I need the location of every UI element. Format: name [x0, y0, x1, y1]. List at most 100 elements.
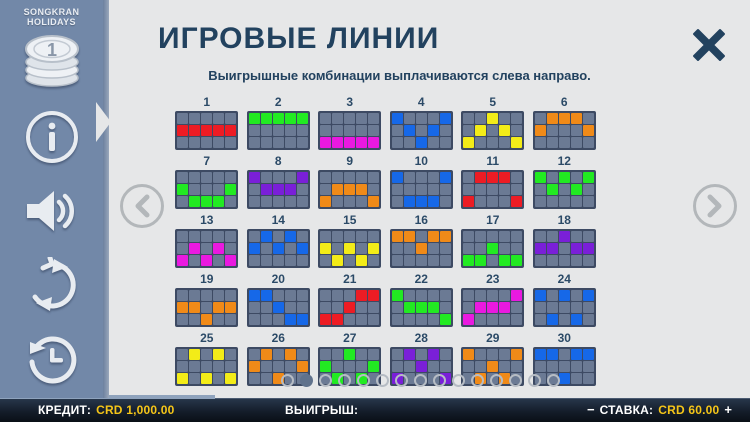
payline-item[interactable]: 20: [243, 273, 315, 327]
payline-item[interactable]: 9: [314, 155, 386, 209]
payline-cell: [344, 196, 356, 207]
payline-cell: [415, 113, 427, 124]
payline-cell: [487, 196, 499, 207]
payline-cell-active: [546, 184, 558, 195]
payline-item[interactable]: 16: [386, 214, 458, 268]
payline-number: 20: [271, 272, 285, 286]
payline-cell: [344, 113, 356, 124]
payline-cell: [546, 196, 558, 207]
payline-cell-active: [546, 349, 558, 360]
payline-cell: [272, 125, 284, 136]
payline-cell: [213, 314, 225, 325]
payline-item[interactable]: 23: [457, 273, 529, 327]
pagination-dot[interactable]: [414, 374, 427, 387]
payline-cell: [225, 243, 237, 254]
payline-cell-active: [570, 184, 582, 195]
pagination-dot[interactable]: [281, 374, 294, 387]
payline-cell-active: [546, 113, 558, 124]
pagination-dot[interactable]: [547, 374, 560, 387]
payline-item[interactable]: 24: [529, 273, 601, 327]
payline-cell: [475, 361, 487, 372]
payline-number: 11: [486, 154, 500, 168]
payline-cell: [558, 184, 570, 195]
pagination-dot[interactable]: [433, 374, 446, 387]
payline-cell-active: [463, 137, 475, 148]
payline-item[interactable]: 10: [386, 155, 458, 209]
payline-cell-active: [499, 172, 511, 183]
info-icon[interactable]: [20, 105, 84, 169]
payline-cell: [546, 172, 558, 183]
payline-number: 3: [346, 95, 354, 109]
payline-item[interactable]: 3: [314, 96, 386, 150]
payline-cell: [403, 314, 415, 325]
payline-number: 17: [486, 213, 500, 227]
payline-cell: [272, 255, 284, 266]
payline-item[interactable]: 11: [457, 155, 529, 209]
payline-item[interactable]: 19: [171, 273, 243, 327]
pagination-dot[interactable]: [376, 374, 389, 387]
coin-stack-icon[interactable]: 1: [20, 29, 84, 93]
next-page-button[interactable]: [693, 184, 737, 228]
reload-icon[interactable]: [20, 253, 84, 317]
payline-cell: [260, 137, 272, 148]
pagination-dot[interactable]: [338, 374, 351, 387]
payline-cell-active: [427, 349, 439, 360]
payline-reel: [461, 111, 525, 150]
payline-item[interactable]: 21: [314, 273, 386, 327]
pagination-dot[interactable]: [395, 374, 408, 387]
payline-number: 16: [414, 213, 428, 227]
payline-reel: [461, 288, 525, 327]
payline-cell-active: [511, 255, 523, 266]
page-subtitle: Выигрышные комбинации выплачиваются слев…: [208, 68, 591, 83]
payline-cell: [582, 314, 594, 325]
payline-cell: [320, 184, 332, 195]
pagination-dots: [109, 374, 750, 387]
pagination-dot[interactable]: [509, 374, 522, 387]
payline-item[interactable]: 25: [171, 332, 243, 386]
payline-item[interactable]: 15: [314, 214, 386, 268]
bet-decrease-button[interactable]: −: [586, 402, 595, 417]
payline-cell: [511, 243, 523, 254]
payline-cell-active: [415, 361, 427, 372]
payline-item[interactable]: 1: [171, 96, 243, 150]
close-icon[interactable]: [686, 22, 732, 68]
payline-cell-active: [320, 137, 332, 148]
payline-cell: [189, 184, 201, 195]
payline-item[interactable]: 17: [457, 214, 529, 268]
payline-cell: [582, 113, 594, 124]
bet-increase-button[interactable]: +: [724, 402, 732, 417]
pagination-dot[interactable]: [300, 374, 313, 387]
payline-item[interactable]: 18: [529, 214, 601, 268]
pagination-dot[interactable]: [452, 374, 465, 387]
history-icon[interactable]: [20, 327, 84, 391]
payline-item[interactable]: 2: [243, 96, 315, 150]
payline-cell: [403, 113, 415, 124]
payline-cell: [487, 125, 499, 136]
payline-cell: [582, 184, 594, 195]
prev-page-button[interactable]: [120, 184, 164, 228]
payline-item[interactable]: 6: [529, 96, 601, 150]
payline-cell: [534, 314, 546, 325]
pagination-dot[interactable]: [319, 374, 332, 387]
payline-item[interactable]: 4: [386, 96, 458, 150]
payline-item[interactable]: 14: [243, 214, 315, 268]
payline-item[interactable]: 8: [243, 155, 315, 209]
payline-cell: [582, 255, 594, 266]
payline-item[interactable]: 22: [386, 273, 458, 327]
payline-reel: [461, 229, 525, 268]
payline-number: 21: [343, 272, 357, 286]
payline-cell: [487, 137, 499, 148]
payline-cell: [189, 113, 201, 124]
payline-cell-active: [213, 243, 225, 254]
payline-item[interactable]: 7: [171, 155, 243, 209]
payline-item[interactable]: 5: [457, 96, 529, 150]
pagination-dot[interactable]: [528, 374, 541, 387]
payline-item[interactable]: 12: [529, 155, 601, 209]
pagination-dot[interactable]: [471, 374, 484, 387]
payline-item[interactable]: 13: [171, 214, 243, 268]
pagination-dot[interactable]: [490, 374, 503, 387]
payline-cell: [415, 255, 427, 266]
pagination-dot[interactable]: [357, 374, 370, 387]
payline-cell-active: [546, 243, 558, 254]
sound-icon[interactable]: [20, 179, 84, 243]
